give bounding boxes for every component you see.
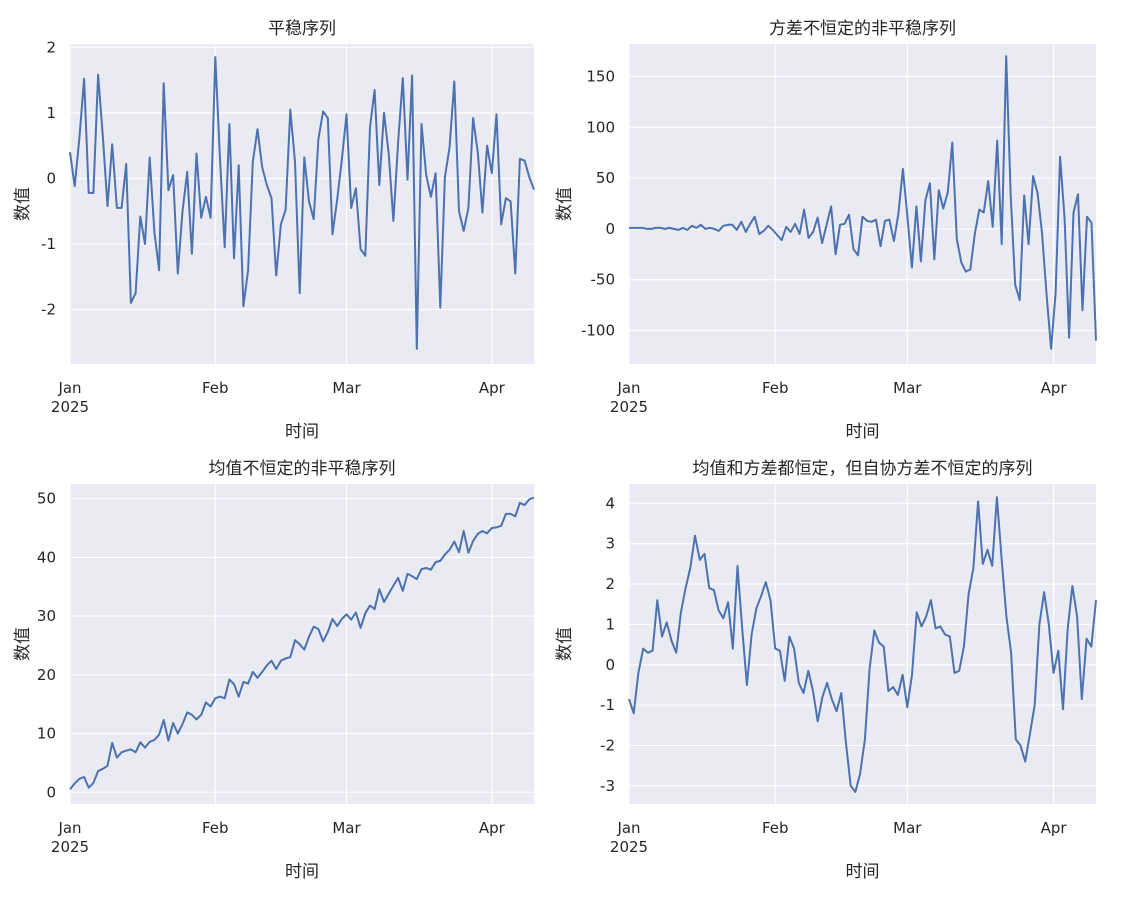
- x-axis-label: 时间: [285, 422, 319, 442]
- series-line: [628, 496, 1097, 793]
- y-tick-label: 3: [605, 535, 615, 553]
- y-tick-label: 150: [586, 68, 615, 86]
- y-axis-label: 数值: [13, 627, 33, 661]
- y-tick-label: 100: [586, 118, 615, 136]
- x-axis-label: 时间: [846, 422, 880, 442]
- y-axis-label: 数值: [555, 187, 575, 221]
- plot-area: [70, 484, 534, 804]
- x-tick-label: Jan: [616, 819, 640, 837]
- series-line: [629, 55, 1097, 350]
- x-tick-year-label: 2025: [610, 398, 648, 416]
- x-tick-label: Apr: [479, 819, 506, 837]
- y-tick-label: 4: [605, 494, 615, 512]
- x-tick-year-label: 2025: [610, 838, 648, 856]
- y-tick-label: 30: [37, 607, 56, 625]
- y-tick-label: 0: [605, 220, 615, 238]
- y-tick-label: 20: [37, 666, 56, 684]
- y-tick-label: 0: [46, 169, 56, 187]
- chart-title: 方差不恒定的非平稳序列: [769, 19, 956, 39]
- x-tick-label: Jan: [57, 819, 81, 837]
- x-axis-label: 时间: [285, 862, 319, 882]
- y-tick-label: 50: [596, 169, 615, 187]
- x-tick-label: Mar: [893, 379, 922, 397]
- chart-title: 平稳序列: [268, 19, 336, 39]
- chart-title: 均值不恒定的非平稳序列: [209, 459, 396, 479]
- x-tick-year-label: 2025: [51, 838, 89, 856]
- x-tick-label: Feb: [762, 379, 789, 397]
- x-tick-label: Jan: [616, 379, 640, 397]
- y-tick-label: -3: [600, 777, 615, 795]
- y-tick-label: -2: [600, 736, 615, 754]
- gridlines: [628, 484, 1096, 804]
- x-tick-label: Mar: [893, 819, 922, 837]
- y-tick-label: 2: [605, 575, 615, 593]
- plot-area: [629, 44, 1096, 364]
- y-tick-label: 1: [605, 615, 615, 633]
- y-axis-label: 数值: [13, 187, 33, 221]
- data-series: [629, 55, 1097, 350]
- series-line: [69, 496, 535, 790]
- x-tick-label: Apr: [479, 379, 506, 397]
- chart-title: 均值和方差都恒定，但自协方差不恒定的序列: [693, 459, 1033, 479]
- y-tick-label: 0: [46, 783, 56, 801]
- gridlines: [69, 44, 534, 364]
- data-series: [69, 56, 535, 350]
- y-tick-label: 1: [46, 104, 56, 122]
- x-tick-year-label: 2025: [51, 398, 89, 416]
- data-series: [69, 496, 535, 790]
- y-tick-label: 0: [605, 656, 615, 674]
- y-tick-label: 2: [46, 38, 56, 56]
- x-tick-label: Mar: [332, 819, 361, 837]
- series-line: [69, 56, 535, 350]
- x-tick-label: Apr: [1041, 379, 1068, 397]
- y-tick-label: -100: [581, 321, 615, 339]
- x-tick-label: Feb: [202, 819, 229, 837]
- y-tick-label: 10: [37, 725, 56, 743]
- x-axis-label: 时间: [846, 862, 880, 882]
- x-tick-label: Mar: [332, 379, 361, 397]
- y-axis-label: 数值: [555, 627, 575, 661]
- x-tick-label: Apr: [1041, 819, 1068, 837]
- y-tick-label: -50: [591, 271, 616, 289]
- y-tick-label: -1: [41, 235, 56, 253]
- x-tick-label: Feb: [762, 819, 789, 837]
- data-series: [628, 496, 1097, 793]
- gridlines: [69, 484, 534, 804]
- y-tick-label: -1: [600, 696, 615, 714]
- x-tick-label: Jan: [57, 379, 81, 397]
- y-tick-label: -2: [41, 301, 56, 319]
- y-tick-label: 40: [37, 548, 56, 566]
- x-tick-label: Feb: [202, 379, 229, 397]
- y-tick-label: 50: [37, 490, 56, 508]
